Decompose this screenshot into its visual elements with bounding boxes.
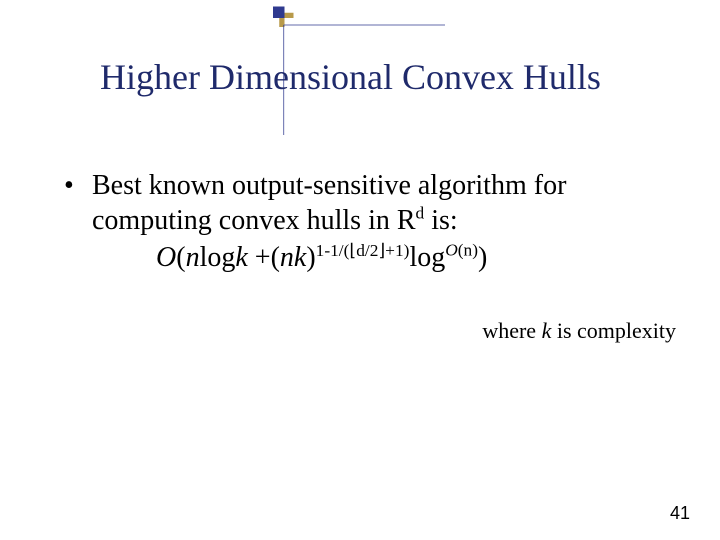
f-exp-On: O(n)	[445, 241, 478, 260]
footnote-pre: where	[482, 318, 541, 343]
bullet-line2b: is:	[424, 205, 457, 236]
f-k: k	[235, 242, 247, 273]
bullet-line1: Best known output-sensitive algorithm fo…	[92, 170, 566, 201]
bullet-text: Best known output-sensitive algorithm fo…	[92, 168, 680, 238]
f-log1: log	[200, 242, 236, 273]
f-close-nk: )	[306, 242, 315, 273]
f-O: O	[156, 242, 176, 273]
slide-title: Higher Dimensional Convex Hulls	[100, 56, 690, 98]
complexity-formula: O(nlogk +(nk)1-1/(⌊d/2⌋+1)logO(n))	[156, 240, 680, 276]
footnote-post: is complexity	[551, 318, 676, 343]
deco-big-square	[273, 7, 285, 19]
deco-small-v	[279, 18, 284, 27]
f-exp-O: O	[445, 241, 458, 260]
bullet-line2a: computing convex hulls in R	[92, 205, 416, 236]
footnote: where k is complexity	[482, 318, 676, 344]
f-exp-n: (n)	[458, 241, 478, 260]
f-n: n	[186, 242, 200, 273]
f-nk: nk	[280, 242, 306, 273]
f-exp-mid: d/2	[356, 241, 378, 260]
footnote-k: k	[542, 318, 552, 343]
f-exp1: 1-1/(⌊d/2⌋+1)	[316, 241, 410, 260]
slide-body: • Best known output-sensitive algorithm …	[64, 168, 680, 276]
f-log2: log	[409, 242, 445, 273]
f-exp1a: 1-1/(	[316, 241, 350, 260]
f-plus-nk-open: +(	[248, 242, 280, 273]
page-number: 41	[670, 503, 690, 524]
bullet-sup-d: d	[416, 204, 425, 223]
deco-small-h	[285, 13, 294, 18]
f-close-final: )	[478, 242, 487, 273]
f-exp1b: +1)	[385, 241, 409, 260]
bullet-marker: •	[64, 168, 92, 203]
f-open1: (	[176, 242, 185, 273]
bullet-item: • Best known output-sensitive algorithm …	[64, 168, 680, 238]
